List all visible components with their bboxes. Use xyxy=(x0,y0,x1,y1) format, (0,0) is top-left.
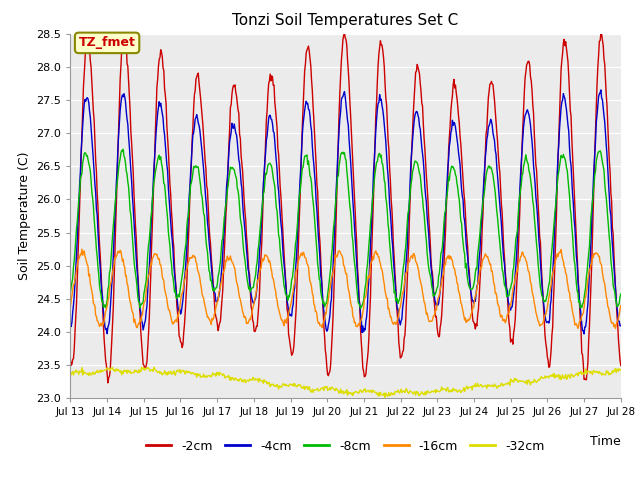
-16cm xyxy=(219,271,227,276)
-32cm xyxy=(617,367,625,373)
-32cm xyxy=(430,388,438,394)
Line: -8cm: -8cm xyxy=(70,149,621,309)
-16cm xyxy=(574,325,582,331)
-32cm xyxy=(190,371,198,376)
-4cm xyxy=(77,170,84,176)
-2cm xyxy=(430,297,438,303)
-2cm xyxy=(617,362,625,368)
-8cm xyxy=(617,291,625,297)
-32cm xyxy=(133,369,141,374)
-32cm xyxy=(67,372,74,378)
-4cm xyxy=(218,264,226,269)
Title: Tonzi Soil Temperatures Set C: Tonzi Soil Temperatures Set C xyxy=(232,13,459,28)
-8cm xyxy=(356,306,364,312)
-2cm xyxy=(414,64,422,70)
-16cm xyxy=(413,262,421,268)
-8cm xyxy=(67,290,74,296)
-2cm xyxy=(77,182,84,188)
-8cm xyxy=(219,236,227,241)
-2cm xyxy=(67,357,74,362)
-4cm xyxy=(429,277,436,283)
Text: Time: Time xyxy=(590,435,621,448)
Line: -16cm: -16cm xyxy=(70,249,621,328)
-4cm xyxy=(617,323,625,328)
-8cm xyxy=(414,162,422,168)
-16cm xyxy=(190,252,198,258)
-8cm xyxy=(134,293,141,299)
-2cm xyxy=(121,29,129,35)
-16cm xyxy=(78,246,86,252)
-16cm xyxy=(617,303,625,309)
-8cm xyxy=(120,146,127,152)
-32cm xyxy=(77,369,84,375)
-16cm xyxy=(67,304,74,310)
-4cm xyxy=(597,87,605,93)
-16cm xyxy=(77,252,84,257)
-8cm xyxy=(430,292,438,298)
-8cm xyxy=(190,164,198,169)
-4cm xyxy=(189,132,196,138)
-4cm xyxy=(580,331,588,337)
Text: TZ_fmet: TZ_fmet xyxy=(79,36,136,49)
-32cm xyxy=(138,364,145,370)
-2cm xyxy=(134,284,142,289)
-32cm xyxy=(381,395,389,401)
Legend: -2cm, -4cm, -8cm, -16cm, -32cm: -2cm, -4cm, -8cm, -16cm, -32cm xyxy=(141,435,550,458)
-32cm xyxy=(414,389,422,395)
-2cm xyxy=(191,92,198,98)
-16cm xyxy=(134,323,141,329)
-16cm xyxy=(429,313,437,319)
-2cm xyxy=(220,269,227,275)
-8cm xyxy=(77,177,84,182)
-32cm xyxy=(219,372,227,378)
-4cm xyxy=(67,321,74,327)
Line: -4cm: -4cm xyxy=(70,90,621,334)
-4cm xyxy=(413,108,420,114)
-2cm xyxy=(104,380,112,386)
-4cm xyxy=(133,267,141,273)
Line: -32cm: -32cm xyxy=(70,367,621,398)
Y-axis label: Soil Temperature (C): Soil Temperature (C) xyxy=(18,152,31,280)
Line: -2cm: -2cm xyxy=(70,32,621,383)
